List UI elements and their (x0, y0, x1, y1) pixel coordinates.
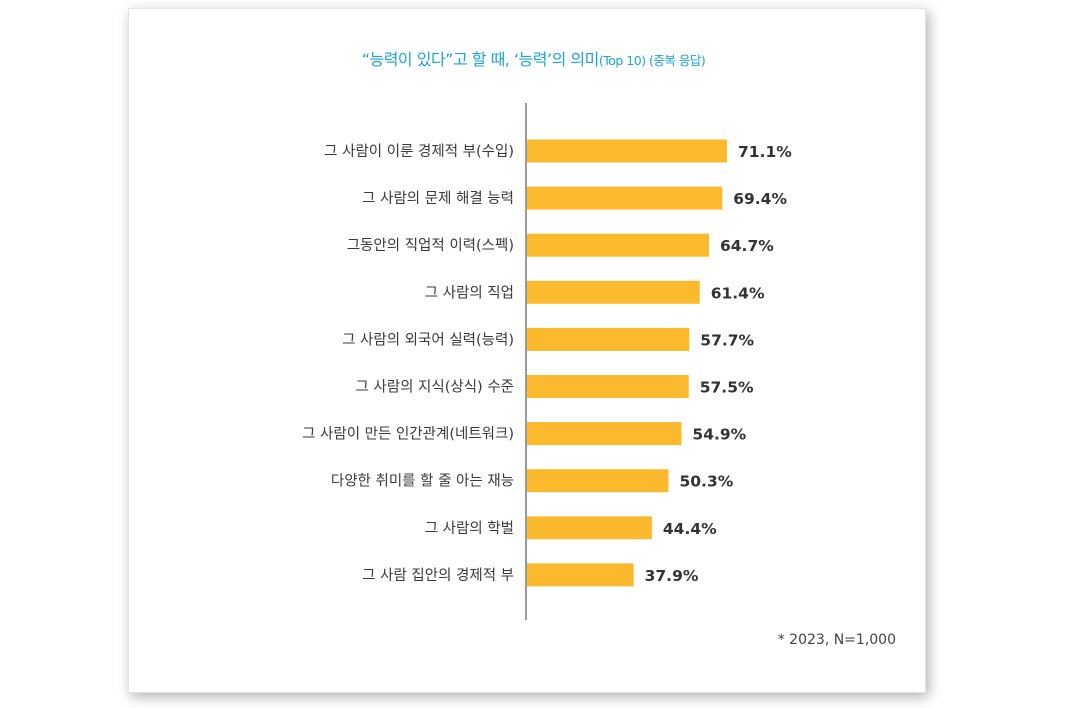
value-label: 44.4% (663, 520, 717, 538)
category-label: 그 사람이 이룬 경제적 부(수입) (324, 143, 514, 160)
bar (527, 327, 690, 351)
bar (527, 422, 682, 446)
bar (527, 233, 709, 257)
bar (527, 186, 723, 210)
category-label: 그 사람의 외국어 실력(능력) (342, 331, 514, 348)
value-label: 61.4% (711, 284, 765, 302)
category-label: 그 사람 집안의 경제적 부 (362, 567, 514, 584)
value-label: 69.4% (733, 190, 787, 208)
bar (527, 375, 689, 398)
value-label: 54.9% (692, 426, 746, 444)
bar (527, 516, 652, 540)
value-label: 37.9% (645, 567, 699, 585)
value-label: 64.7% (720, 237, 774, 255)
chart-title: “능력이 있다”고 할 때, ‘능력’의 의미(Top 10) (중복 응답) (0, 46, 1067, 70)
value-label: 57.7% (700, 331, 754, 349)
category-label: 그동안의 직업적 이력(스펙) (347, 237, 514, 254)
bar (527, 139, 727, 163)
category-label: 그 사람이 만든 인간관계(네트워크) (302, 426, 514, 443)
bar (527, 280, 700, 304)
value-label: 50.3% (679, 473, 733, 491)
chart-title-sub: (Top 10) (중복 응답) (598, 53, 706, 68)
chart-footnote: * 2023, N=1,000 (777, 632, 896, 648)
category-label: 다양한 취미를 할 줄 아는 재능 (331, 473, 514, 490)
category-label: 그 사람의 학벌 (425, 520, 514, 537)
value-label: 57.5% (700, 379, 754, 397)
category-label: 그 사람의 문제 해결 능력 (362, 190, 514, 207)
value-label: 71.1% (738, 143, 792, 161)
category-label: 그 사람의 직업 (425, 284, 514, 301)
bar (527, 563, 634, 587)
category-label: 그 사람의 지식(상식) 수준 (355, 379, 514, 396)
bar (527, 469, 669, 493)
chart-title-main: “능력이 있다”고 할 때, ‘능력’의 의미 (361, 50, 600, 69)
